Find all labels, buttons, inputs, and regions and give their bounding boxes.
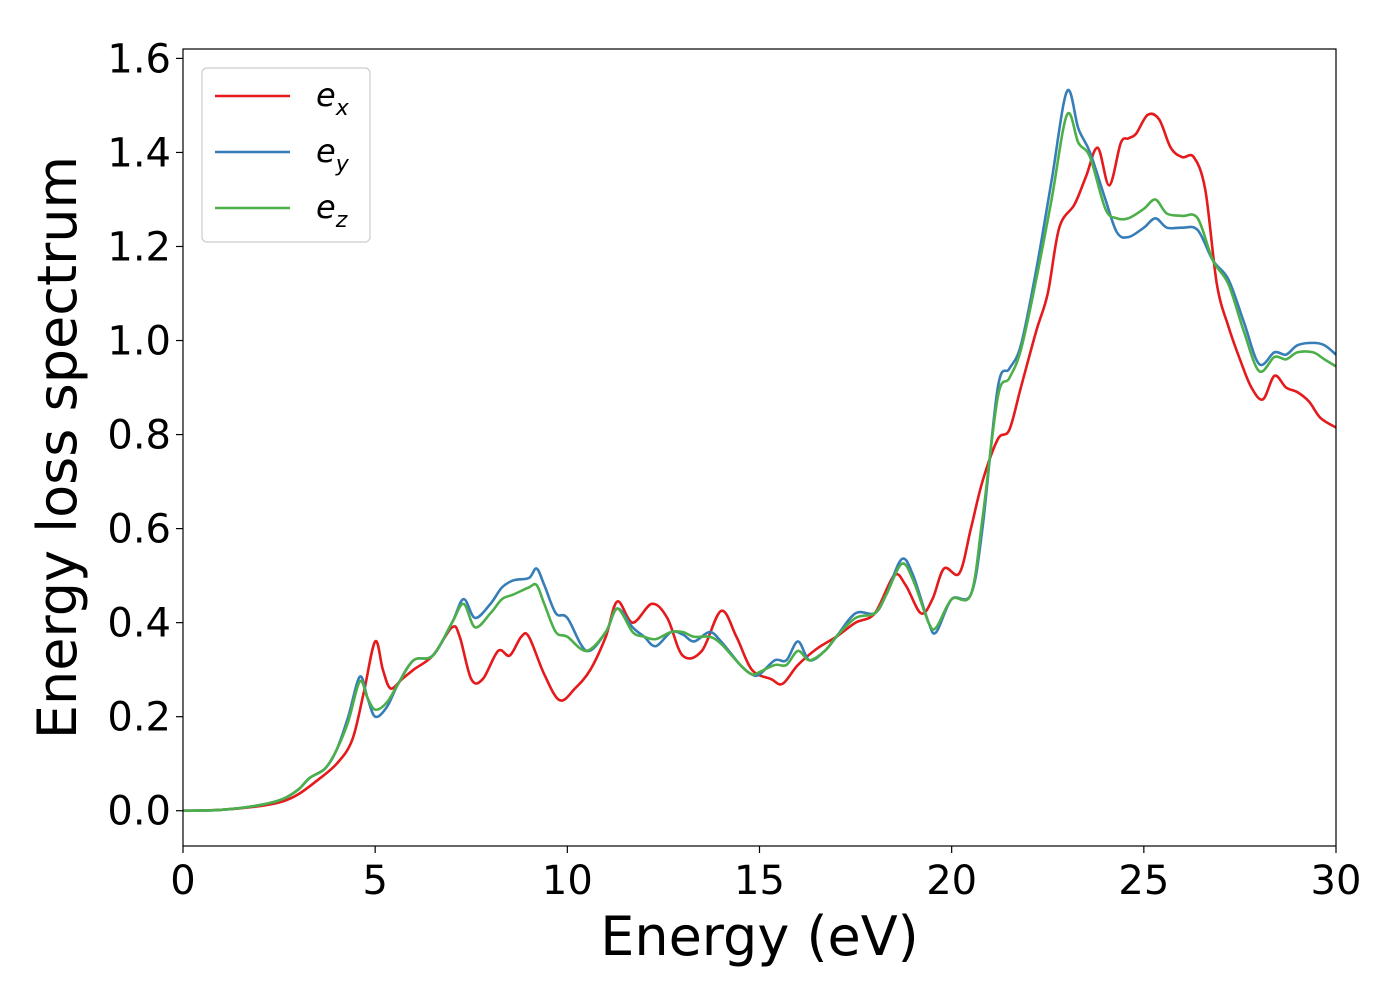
- x-tick-label: 15: [734, 858, 785, 904]
- series-layer: [183, 88, 1336, 813]
- y-axis: 0.0 0.2 0.4 0.6 0.8 1.0 1.2 1.4 1.6: [107, 36, 183, 835]
- legend: ex ey ez: [201, 67, 371, 243]
- y-tick-label: 0.8: [107, 413, 171, 459]
- x-tick-label: 0: [170, 858, 195, 904]
- legend-label-x: ex: [316, 76, 350, 121]
- x-tick-label: 10: [542, 858, 593, 904]
- y-tick-label: 0.0: [107, 789, 171, 835]
- legend-label-y: ey: [316, 132, 350, 177]
- x-axis-title: Energy (eV): [600, 905, 919, 968]
- y-tick-label: 0.6: [107, 507, 171, 553]
- series-line-z: [183, 111, 1336, 813]
- y-axis-title: Energy loss spectrum: [26, 156, 89, 739]
- y-tick-label: 0.4: [107, 601, 171, 647]
- y-tick-label: 1.0: [107, 319, 171, 365]
- x-tick-label: 20: [926, 858, 977, 904]
- x-tick-label: 25: [1118, 858, 1169, 904]
- y-tick-label: 1.4: [107, 130, 171, 176]
- series-line-x: [183, 112, 1336, 813]
- y-tick-label: 0.2: [107, 695, 171, 741]
- x-tick-label: 30: [1311, 858, 1362, 904]
- y-tick-label: 1.2: [107, 224, 171, 270]
- legend-label-z: ez: [316, 188, 348, 233]
- legend-box: [201, 67, 371, 243]
- x-axis: 0 5 10 15 20 25 30: [170, 846, 1361, 904]
- y-tick-label: 1.6: [107, 36, 171, 82]
- x-tick-label: 5: [362, 858, 387, 904]
